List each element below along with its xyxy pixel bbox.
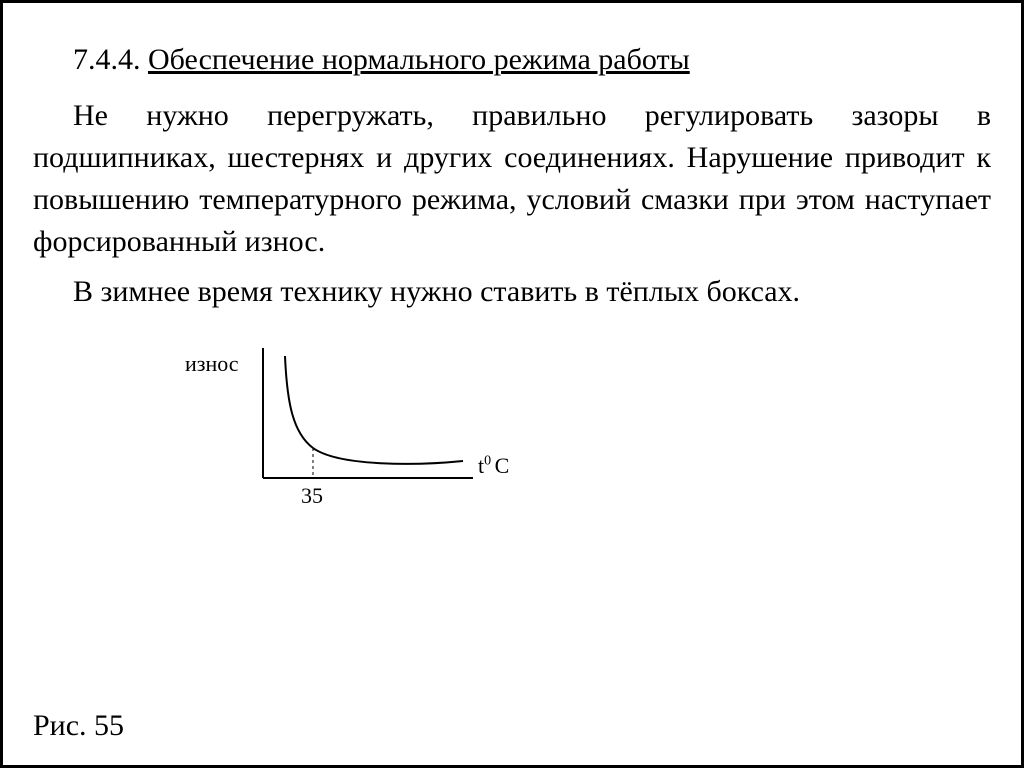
chart-svg <box>253 348 478 493</box>
paragraph-1: Не нужно перегружать, правильно регулиро… <box>33 95 991 263</box>
paragraph-2: В зимнее время технику нужно ставить в т… <box>33 271 991 313</box>
figure-caption: Рис. 55 <box>33 709 124 743</box>
chart-y-axis-label: износ <box>185 351 239 377</box>
page-frame: 7.4.4. Обеспечение нормального режима ра… <box>0 0 1024 768</box>
chart-x-axis-label: t0 C <box>478 453 509 479</box>
section-heading: 7.4.4. Обеспечение нормального режима ра… <box>33 43 991 77</box>
wear-vs-temperature-chart: износ t0 C 35 <box>193 333 553 513</box>
chart-x-label-suffix: C <box>495 453 510 478</box>
chart-curve <box>285 356 463 464</box>
section-title: Обеспечение нормального режима работы <box>148 43 690 76</box>
section-number: 7.4.4. <box>73 43 141 76</box>
chart-x-label-superscript: 0 <box>484 454 495 469</box>
chart-x-tick-value: 35 <box>301 483 323 509</box>
